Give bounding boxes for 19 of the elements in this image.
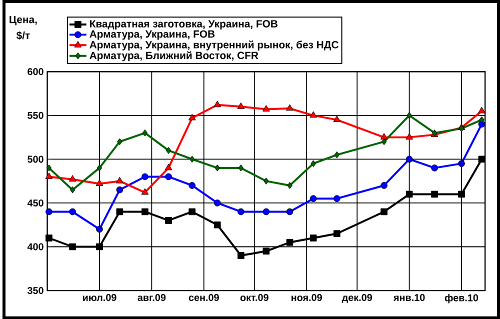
y-axis-title: Цена, $/т bbox=[10, 16, 37, 40]
y-tick-label: 550 bbox=[28, 112, 44, 119]
x-tick-label: окт.09 bbox=[240, 294, 268, 301]
legend-label: Арматура, Ближний Восток, CFR bbox=[90, 51, 258, 61]
y-tick-label: 600 bbox=[28, 68, 44, 75]
legend-label: Арматура, Украина, FOB bbox=[90, 30, 215, 40]
x-tick-label: авг.09 bbox=[138, 294, 166, 301]
y-tick-label: 350 bbox=[27, 286, 44, 294]
x-tick-label: сен.09 bbox=[188, 294, 219, 301]
legend-label: Арматура, Украина, внутренний рынок, без НДС bbox=[90, 40, 339, 50]
y-tick-label: 500 bbox=[28, 156, 44, 163]
x-tick-label: янв.10 bbox=[393, 294, 425, 301]
x-tick-label: фев.10 bbox=[444, 294, 478, 304]
y-tick-label: 400 bbox=[27, 243, 44, 250]
x-tick-label: июл.09 bbox=[82, 294, 116, 301]
x-tick-label: дек.09 bbox=[342, 294, 372, 303]
y-tick-label: 450 bbox=[27, 199, 44, 206]
legend-label: Квадратная заготовка, Украина, FOB bbox=[90, 20, 278, 30]
x-tick-label: ноя.09 bbox=[292, 294, 322, 301]
